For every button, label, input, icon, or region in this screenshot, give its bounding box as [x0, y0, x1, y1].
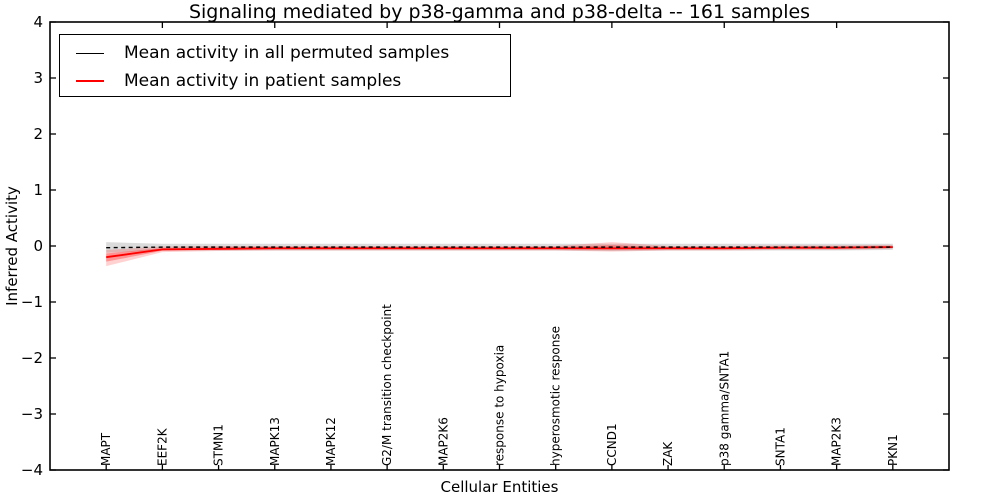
patient-band-inner	[106, 245, 893, 262]
y-tick-label: 3	[33, 69, 43, 87]
y-tick-label: 2	[33, 125, 43, 143]
patient-line-swatch	[76, 80, 104, 82]
permuted-line-swatch	[76, 52, 104, 54]
x-category-label: hyperosmotic response	[549, 326, 563, 466]
y-tick-label: 1	[33, 181, 43, 199]
permuted-line	[106, 246, 893, 249]
legend-item-permuted: Mean activity in all permuted samples	[60, 39, 510, 67]
y-axis-label: Inferred Activity	[3, 186, 21, 306]
x-category-label: MAPT	[99, 432, 113, 466]
patient-line	[106, 246, 893, 259]
x-category-label: MAP2K6	[436, 417, 450, 466]
chart-title: Signaling mediated by p38-gamma and p38-…	[188, 1, 811, 23]
x-category-label: p38 gamma/SNTA1	[717, 351, 731, 466]
legend-label-patient: Mean activity in patient samples	[124, 71, 402, 91]
x-category-label: response to hypoxia	[493, 345, 507, 466]
x-category-label: SNTA1	[773, 427, 787, 466]
x-category-label: PKN1	[886, 434, 900, 466]
x-category-label: CCND1	[605, 423, 619, 466]
x-category-label: EEF2K	[155, 427, 169, 466]
x-category-label: G2/M transition checkpoint	[380, 304, 394, 466]
x-axis-label: Cellular Entities	[440, 478, 559, 496]
x-category-label: STMN1	[212, 424, 226, 466]
y-tick-label: −3	[21, 405, 43, 423]
y-tick-label: −4	[21, 461, 43, 479]
y-tick-label: 0	[33, 237, 43, 255]
x-category-label: ZAK	[661, 441, 675, 466]
y-tick-label: −2	[21, 349, 43, 367]
y-tick-label: −1	[21, 293, 43, 311]
legend-item-patient: Mean activity in patient samples	[60, 67, 510, 95]
x-category-label: MAPK13	[268, 417, 282, 466]
legend: Mean activity in all permuted samples Me…	[59, 34, 511, 97]
x-category-label: MAP2K3	[830, 417, 844, 466]
x-category-label: MAPK12	[324, 417, 338, 466]
y-tick-label: 4	[33, 13, 43, 31]
legend-label-permuted: Mean activity in all permuted samples	[124, 43, 450, 63]
